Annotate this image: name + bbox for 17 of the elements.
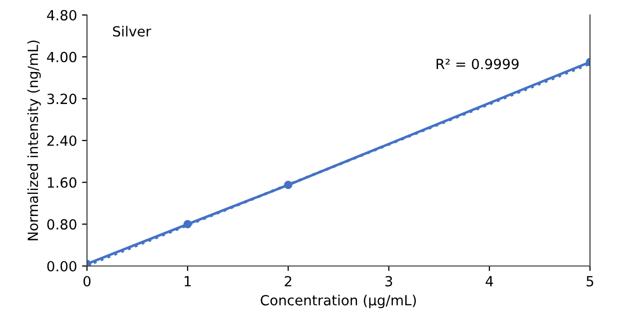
x-tick-label: 5 xyxy=(586,276,594,286)
x-tick-label: 2 xyxy=(284,276,292,286)
y-tick-label: 3.20 xyxy=(47,94,76,104)
x-axis-title: Concentration (µg/mL) xyxy=(260,294,416,308)
y-axis-title: Normalized intensity (ng/mL) xyxy=(27,40,41,240)
x-tick-label: 3 xyxy=(385,276,392,286)
x-tick-label: 4 xyxy=(486,276,494,286)
x-tick-label: 0 xyxy=(83,276,90,286)
y-tick-label: 0.80 xyxy=(47,219,76,230)
y-tick-label: 2.40 xyxy=(47,135,76,146)
annotation: Silver xyxy=(113,26,152,37)
x-tick-label: 1 xyxy=(184,276,191,286)
y-tick-label: 1.60 xyxy=(48,177,76,188)
y-tick-label: 0.00 xyxy=(47,260,76,272)
y-tick-label: 4.00 xyxy=(47,52,76,62)
y-tick-label: 4.80 xyxy=(47,10,76,20)
annotation: R² = 0.9999 xyxy=(436,58,519,70)
